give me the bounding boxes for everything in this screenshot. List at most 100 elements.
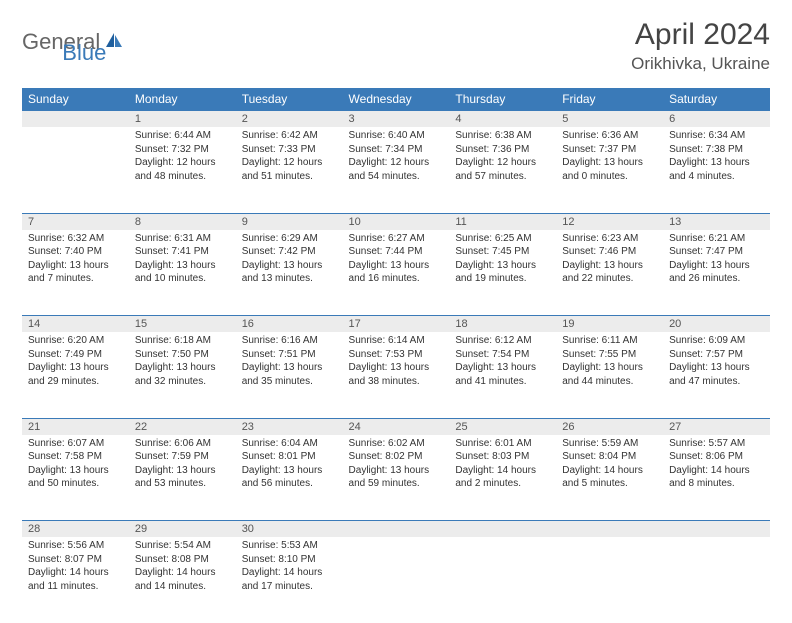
day-body-cell: Sunrise: 6:40 AMSunset: 7:34 PMDaylight:… <box>343 127 450 213</box>
day-number-cell: 16 <box>236 316 343 333</box>
sunrise-line: Sunrise: 5:53 AM <box>242 539 337 553</box>
day-number-cell: 8 <box>129 213 236 230</box>
day-body-row: Sunrise: 6:32 AMSunset: 7:40 PMDaylight:… <box>22 230 770 316</box>
sunset-line: Sunset: 7:49 PM <box>28 348 123 362</box>
day-body-cell <box>449 537 556 623</box>
day-body-row: Sunrise: 6:44 AMSunset: 7:32 PM Daylight:… <box>22 127 770 213</box>
calendar-table: SundayMondayTuesdayWednesdayThursdayFrid… <box>22 88 770 623</box>
sunrise-line: Sunrise: 6:29 AM <box>242 232 337 246</box>
sunset-line: Sunset: 7:34 PM <box>349 143 444 157</box>
day-number-cell: 14 <box>22 316 129 333</box>
sunset-line: Sunset: 8:03 PM <box>455 450 550 464</box>
day-body-cell: Sunrise: 6:32 AMSunset: 7:40 PMDaylight:… <box>22 230 129 316</box>
day-number-cell: 27 <box>663 418 770 435</box>
day-number-cell <box>556 521 663 538</box>
daylight-line: Daylight: 13 hours and 7 minutes. <box>28 259 123 286</box>
day-body-row: Sunrise: 6:07 AMSunset: 7:58 PMDaylight:… <box>22 435 770 521</box>
day-number-cell <box>449 521 556 538</box>
sunset-line: Sunset: 7:53 PM <box>349 348 444 362</box>
day-body-cell <box>663 537 770 623</box>
sunset-line: Sunset: 8:10 PM <box>242 553 337 567</box>
day-body-cell: Sunrise: 5:59 AMSunset: 8:04 PMDaylight:… <box>556 435 663 521</box>
day-body-cell: Sunrise: 6:07 AMSunset: 7:58 PMDaylight:… <box>22 435 129 521</box>
weekday-header: Thursday <box>449 88 556 111</box>
sunset-line: Sunset: 7:32 PM <box>135 143 230 157</box>
daylight-line: Daylight: 14 hours and 17 minutes. <box>242 566 337 593</box>
daylight-line: Daylight: 13 hours and 59 minutes. <box>349 464 444 491</box>
sunrise-line: Sunrise: 6:09 AM <box>669 334 764 348</box>
sunset-line: Sunset: 7:51 PM <box>242 348 337 362</box>
day-body-cell: Sunrise: 6:31 AMSunset: 7:41 PMDaylight:… <box>129 230 236 316</box>
weekday-header: Sunday <box>22 88 129 111</box>
day-body-cell: Sunrise: 6:04 AMSunset: 8:01 PMDaylight:… <box>236 435 343 521</box>
daylight-line: Daylight: 13 hours and 4 minutes. <box>669 156 764 183</box>
daylight-line: Daylight: 13 hours and 16 minutes. <box>349 259 444 286</box>
day-body-cell: Sunrise: 6:02 AMSunset: 8:02 PMDaylight:… <box>343 435 450 521</box>
sunset-line: Sunset: 7:54 PM <box>455 348 550 362</box>
day-body-cell: Sunrise: 6:25 AMSunset: 7:45 PMDaylight:… <box>449 230 556 316</box>
daylight-line: Daylight: 13 hours and 10 minutes. <box>135 259 230 286</box>
sunrise-line: Sunrise: 6:34 AM <box>669 129 764 143</box>
day-number-cell: 12 <box>556 213 663 230</box>
sunrise-line: Sunrise: 6:12 AM <box>455 334 550 348</box>
day-body-cell: Sunrise: 6:20 AMSunset: 7:49 PMDaylight:… <box>22 332 129 418</box>
sunrise-line: Sunrise: 6:42 AM <box>242 129 337 143</box>
day-body-cell: Sunrise: 6:14 AMSunset: 7:53 PMDaylight:… <box>343 332 450 418</box>
sunrise-line: Sunrise: 6:21 AM <box>669 232 764 246</box>
sunset-line: Sunset: 7:59 PM <box>135 450 230 464</box>
sunset-line: Sunset: 7:58 PM <box>28 450 123 464</box>
sunset-line: Sunset: 8:06 PM <box>669 450 764 464</box>
sunrise-line: Sunrise: 5:56 AM <box>28 539 123 553</box>
day-number-cell: 20 <box>663 316 770 333</box>
sunset-line: Sunset: 7:41 PM <box>135 245 230 259</box>
sunrise-line: Sunrise: 6:02 AM <box>349 437 444 451</box>
day-number-cell <box>663 521 770 538</box>
day-body-cell: Sunrise: 6:29 AMSunset: 7:42 PMDaylight:… <box>236 230 343 316</box>
day-body-cell: Sunrise: 6:01 AMSunset: 8:03 PMDaylight:… <box>449 435 556 521</box>
day-body-cell: Sunrise: 6:36 AMSunset: 7:37 PMDaylight:… <box>556 127 663 213</box>
weekday-header: Wednesday <box>343 88 450 111</box>
page-title: April 2024 <box>631 18 770 52</box>
day-number-cell: 3 <box>343 111 450 128</box>
daylight-line: Daylight: 13 hours and 38 minutes. <box>349 361 444 388</box>
day-body-cell: Sunrise: 6:06 AMSunset: 7:59 PMDaylight:… <box>129 435 236 521</box>
sunrise-line: Sunrise: 6:36 AM <box>562 129 657 143</box>
day-number-cell <box>343 521 450 538</box>
sunrise-line: Sunrise: 6:44 AM <box>135 129 230 143</box>
sunrise-line: Sunrise: 6:16 AM <box>242 334 337 348</box>
sunset-line: Sunset: 7:33 PM <box>242 143 337 157</box>
day-number-cell: 5 <box>556 111 663 128</box>
daylight-line: Daylight: 14 hours and 5 minutes. <box>562 464 657 491</box>
day-body-cell: Sunrise: 6:21 AMSunset: 7:47 PMDaylight:… <box>663 230 770 316</box>
day-body-cell: Sunrise: 6:23 AMSunset: 7:46 PMDaylight:… <box>556 230 663 316</box>
day-number-cell: 24 <box>343 418 450 435</box>
day-body-cell: Sunrise: 6:09 AMSunset: 7:57 PMDaylight:… <box>663 332 770 418</box>
day-body-cell: Sunrise: 6:27 AMSunset: 7:44 PMDaylight:… <box>343 230 450 316</box>
day-body-cell: Sunrise: 6:16 AMSunset: 7:51 PMDaylight:… <box>236 332 343 418</box>
daylight-line: Daylight: 13 hours and 32 minutes. <box>135 361 230 388</box>
sunset-line: Sunset: 8:04 PM <box>562 450 657 464</box>
sunrise-line: Sunrise: 6:31 AM <box>135 232 230 246</box>
sunrise-line: Sunrise: 5:59 AM <box>562 437 657 451</box>
day-number-cell: 30 <box>236 521 343 538</box>
day-number-row: 123456 <box>22 111 770 128</box>
day-body-cell: Sunrise: 6:12 AMSunset: 7:54 PMDaylight:… <box>449 332 556 418</box>
sunset-line: Sunset: 7:36 PM <box>455 143 550 157</box>
day-number-cell: 19 <box>556 316 663 333</box>
sunset-line: Sunset: 7:37 PM <box>562 143 657 157</box>
sunrise-line: Sunrise: 6:14 AM <box>349 334 444 348</box>
sunset-line: Sunset: 8:08 PM <box>135 553 230 567</box>
day-body-cell: Sunrise: 6:34 AMSunset: 7:38 PMDaylight:… <box>663 127 770 213</box>
sunset-line: Sunset: 7:44 PM <box>349 245 444 259</box>
daylight-line: Daylight: 14 hours and 2 minutes. <box>455 464 550 491</box>
sunrise-line: Sunrise: 5:54 AM <box>135 539 230 553</box>
sunrise-line: Sunrise: 6:27 AM <box>349 232 444 246</box>
sunset-line: Sunset: 7:38 PM <box>669 143 764 157</box>
daylight-line: Daylight: 13 hours and 35 minutes. <box>242 361 337 388</box>
brand-sail-icon <box>104 31 124 54</box>
sunrise-line: Sunrise: 6:32 AM <box>28 232 123 246</box>
sunrise-line: Sunrise: 6:40 AM <box>349 129 444 143</box>
sunset-line: Sunset: 8:07 PM <box>28 553 123 567</box>
day-body-cell <box>556 537 663 623</box>
day-number-cell: 21 <box>22 418 129 435</box>
